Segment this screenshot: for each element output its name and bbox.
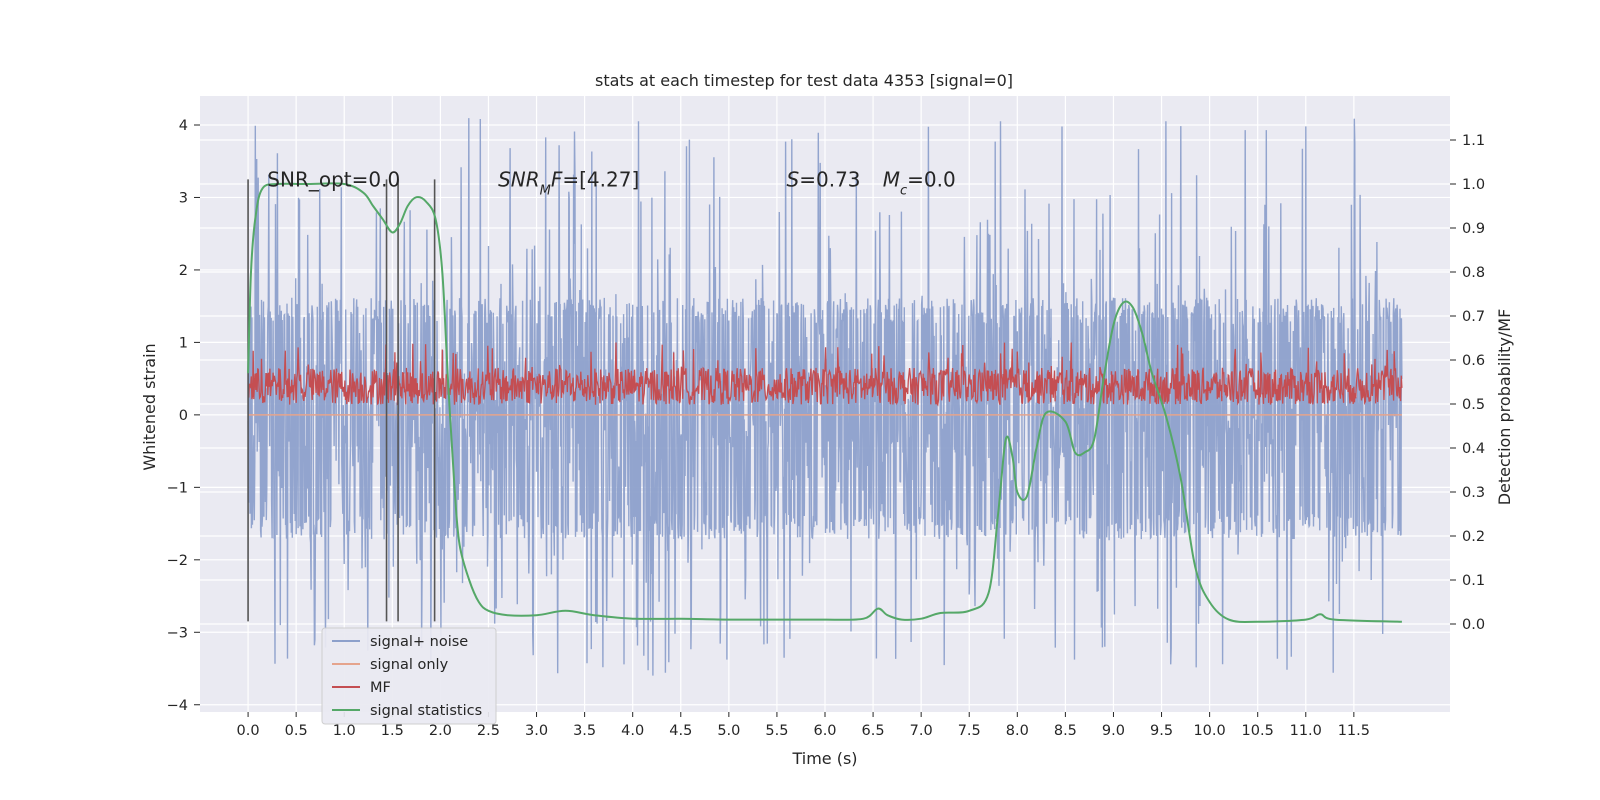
y-tick-label: 3 <box>179 190 188 206</box>
annotations: SNR_opt=0.0 SNRMF=[4.27] S=0.73 Mc=0.0 <box>267 167 955 198</box>
y-right-tick-label: 0.1 <box>1462 573 1485 589</box>
y-axis-right-ticks: 1.1 1.0 0.9 0.8 0.7 0.6 0.5 0.4 0.3 0.2 0.1 0.0 <box>1450 133 1485 633</box>
x-tick-label: 6.0 <box>813 723 836 739</box>
x-tick-label: 2.0 <box>429 723 452 739</box>
y-axis-right-label: Detection probability/MF <box>1495 309 1514 506</box>
annotation-stat-s: S=0.73 <box>787 167 861 191</box>
x-tick-label: 0.0 <box>237 723 260 739</box>
x-tick-label: 11.0 <box>1290 723 1322 739</box>
y-right-tick-label: 1.1 <box>1462 133 1485 149</box>
x-tick-label: 9.5 <box>1150 723 1173 739</box>
signal-statistics-line <box>247 182 1402 623</box>
x-tick-label: 9.0 <box>1102 723 1125 739</box>
annotation-part: F <box>551 167 563 191</box>
y-axis-ticks: 4 3 2 1 0 −1 −2 −3 −4 <box>167 118 200 714</box>
legend-box <box>321 627 497 725</box>
y-tick-label: 1 <box>179 335 188 351</box>
y-axis-label: Whitened strain <box>140 343 159 470</box>
x-tick-label: 2.5 <box>477 723 500 739</box>
y-right-tick-label: 1.0 <box>1462 177 1485 193</box>
x-tick-label: 0.5 <box>285 723 308 739</box>
legend-label: MF <box>370 680 391 696</box>
annotation-snr-opt: SNR_opt=0.0 <box>267 167 400 191</box>
legend-label: signal+ noise <box>370 634 468 650</box>
x-tick-label: 8.5 <box>1054 723 1077 739</box>
annotation-stat-mc: Mc=0.0 <box>883 167 956 198</box>
x-tick-label: 10.5 <box>1242 723 1274 739</box>
mf-line <box>247 342 1403 407</box>
x-tick-label: 10.0 <box>1193 723 1225 739</box>
y-tick-label: −2 <box>167 553 188 569</box>
y-tick-label: 2 <box>179 263 188 279</box>
y-tick-label: −1 <box>167 480 188 496</box>
x-tick-label: 11.5 <box>1338 723 1370 739</box>
vertical-markers <box>247 179 436 622</box>
x-tick-label: 6.5 <box>862 723 885 739</box>
legend-label: signal statistics <box>370 703 482 719</box>
x-tick-label: 5.5 <box>765 723 788 739</box>
y-tick-label: −3 <box>167 625 188 641</box>
annotation-part: M <box>540 183 551 198</box>
y-tick-label: 0 <box>179 408 188 424</box>
series-signal-statistics <box>247 182 1402 623</box>
y-right-tick-label: 0.2 <box>1462 529 1485 545</box>
x-axis-label: Time (s) <box>791 749 857 768</box>
series-signal-noise <box>247 118 1403 676</box>
y-right-tick-label: 0.9 <box>1462 221 1485 237</box>
x-tick-label: 3.0 <box>525 723 548 739</box>
y-right-tick-label: 0.8 <box>1462 265 1485 281</box>
chart-title: stats at each timestep for test data 435… <box>595 71 1013 90</box>
y-right-tick-label: 0.0 <box>1462 617 1485 633</box>
x-tick-label: 3.5 <box>573 723 596 739</box>
legend: signal+ noise signal only MF signal statist… <box>321 627 497 725</box>
x-tick-label: 1.0 <box>333 723 356 739</box>
annotation-part: M <box>883 167 900 191</box>
annotation-part: =0.0 <box>907 167 956 191</box>
annotation-part: =[4.27] <box>562 167 639 191</box>
y-right-tick-label: 0.3 <box>1462 485 1485 501</box>
annotation-part: SNR_opt=0.0 <box>267 167 400 191</box>
annotation-part: SNR <box>498 167 540 191</box>
y-right-tick-label: 0.4 <box>1462 441 1485 457</box>
y-right-tick-label: 0.7 <box>1462 309 1485 325</box>
y-right-tick-label: 0.5 <box>1462 397 1485 413</box>
x-tick-label: 5.0 <box>717 723 740 739</box>
series-mf <box>247 342 1403 407</box>
x-tick-label: 1.5 <box>381 723 404 739</box>
x-tick-label: 4.0 <box>621 723 644 739</box>
annotation-part: =0.73 <box>799 167 860 191</box>
x-tick-label: 8.0 <box>1006 723 1029 739</box>
y-tick-label: 4 <box>179 118 188 134</box>
x-axis-ticks: 0.0 0.5 1.0 1.5 2.0 2.5 3.0 3.5 4.0 4.5 5.0 5.5 6.0 6… <box>237 712 1370 739</box>
annotation-snr-mf: SNRMF=[4.27] <box>498 167 639 198</box>
y-right-tick-label: 0.6 <box>1462 353 1485 369</box>
x-tick-label: 7.5 <box>958 723 981 739</box>
legend-label: signal only <box>370 657 449 673</box>
annotation-part: c <box>900 183 907 198</box>
x-tick-label: 7.0 <box>910 723 933 739</box>
y-tick-label: −4 <box>167 698 188 714</box>
annotation-part: S <box>787 167 800 191</box>
x-tick-label: 4.5 <box>669 723 692 739</box>
signal-noise-line <box>247 118 1403 676</box>
